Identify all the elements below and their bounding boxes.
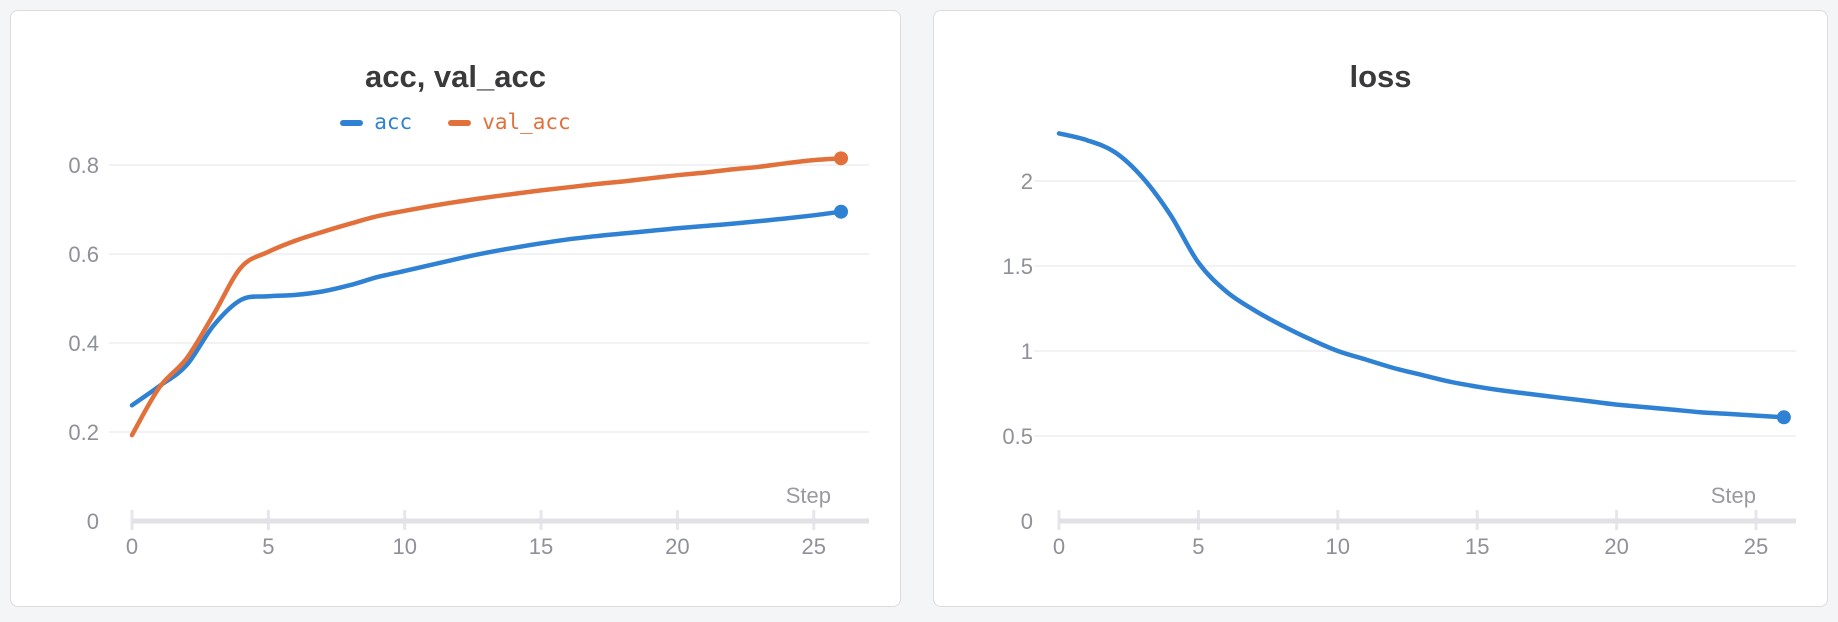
panel-loss: 0 0.5 1 1.5 2 0 5 10 15 20 25 Step loss [933, 10, 1828, 607]
x-tick-label: 20 [1604, 534, 1628, 559]
y-tick-label: 0.2 [68, 420, 99, 445]
panel-acc-val-acc: 0 0.2 0.4 0.6 0.8 0 5 10 15 20 25 Step acc, val_acc… [10, 10, 901, 607]
x-axis [130, 510, 869, 530]
x-axis-title: Step [1711, 483, 1756, 508]
x-axis-baseline [1059, 518, 1796, 524]
chart-title-loss: loss [1349, 59, 1412, 94]
x-tick-label: 25 [1744, 534, 1768, 559]
x-tick-label: 15 [529, 534, 553, 559]
x-tick-label: 5 [262, 534, 274, 559]
legend-swatch-val_acc [448, 119, 472, 126]
x-tick-label: 0 [1053, 534, 1065, 559]
y-tick-label: 0.6 [68, 242, 99, 267]
x-tick-label: 15 [1465, 534, 1489, 559]
x-tick-label: 0 [126, 534, 138, 559]
y-tick-label: 1.5 [1002, 254, 1033, 279]
x-tick-label: 10 [1326, 534, 1350, 559]
chart-legend: acc val_acc [11, 112, 900, 133]
x-axis-baseline [132, 518, 869, 524]
x-tick-label: 20 [665, 534, 689, 559]
legend-item-acc[interactable]: acc [340, 112, 412, 133]
x-axis-title: Step [786, 483, 831, 508]
y-tick-label: 0.4 [68, 331, 99, 356]
y-tick-label: 1 [1021, 339, 1033, 364]
acc-end-dot [834, 204, 849, 219]
y-tick-label: 0 [87, 509, 99, 534]
legend-item-val_acc[interactable]: val_acc [448, 112, 571, 133]
y-tick-label: 0 [1021, 509, 1033, 534]
legend-label-acc: acc [374, 110, 413, 134]
x-tick-label: 10 [392, 534, 416, 559]
y-tick-label: 0.8 [68, 153, 99, 178]
acc-line [129, 209, 844, 408]
acc-val-acc-chart-canvas[interactable]: 0 0.2 0.4 0.6 0.8 0 5 10 15 20 25 Step [11, 11, 900, 606]
legend-label-val_acc: val_acc [482, 110, 571, 134]
legend-swatch-acc [340, 119, 364, 126]
loss-end-dot [1776, 410, 1791, 425]
val_acc-end-dot [834, 151, 849, 166]
y-tick-label: 0.5 [1002, 424, 1033, 449]
x-tick-label: 5 [1192, 534, 1204, 559]
loss-line [1056, 131, 1787, 420]
y-tick-label: 2 [1021, 169, 1033, 194]
x-tick-label: 25 [802, 534, 826, 559]
val_acc-line [129, 156, 844, 438]
x-axis [1057, 510, 1796, 530]
chart-title-acc-val-acc: acc, val_acc [364, 59, 546, 94]
gridlines [1034, 180, 1796, 437]
